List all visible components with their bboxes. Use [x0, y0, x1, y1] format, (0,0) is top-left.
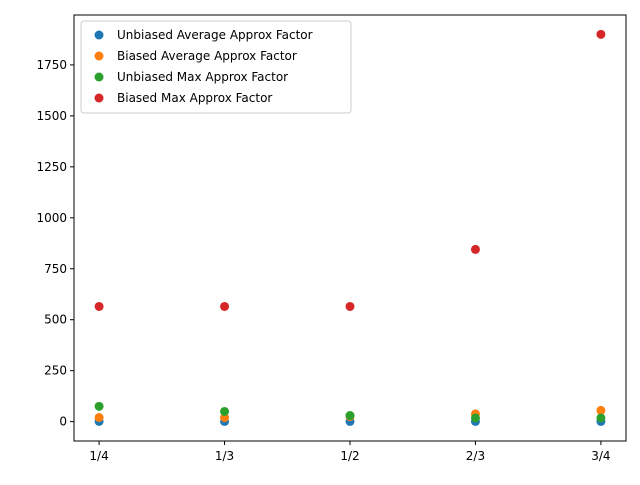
x-axis: 1/4 1/3 1/2 2/3 3/4: [89, 441, 611, 463]
y-tick-label: 0: [59, 415, 67, 429]
legend-marker: [94, 51, 104, 61]
legend-label: Biased Max Approx Factor: [117, 91, 272, 105]
data-point: [94, 413, 104, 423]
data-point: [596, 405, 606, 415]
y-tick-label: 1250: [36, 160, 67, 174]
legend: Unbiased Average Approx Factor Biased Ave…: [80, 20, 352, 114]
data-point: [596, 29, 606, 39]
marks-layer: [94, 29, 606, 426]
legend-box: [80, 20, 352, 114]
x-tick-label: 1/3: [215, 449, 234, 463]
legend-marker: [94, 30, 104, 40]
data-point: [94, 301, 104, 311]
y-tick-label: 1750: [36, 58, 67, 72]
y-tick-label: 1500: [36, 109, 67, 123]
y-tick-label: 750: [44, 262, 67, 276]
y-axis: 0 250 500 750 1000 1250 1500 1750: [36, 58, 74, 429]
legend-label: Unbiased Max Approx Factor: [117, 70, 288, 84]
data-point: [345, 411, 355, 421]
legend-label: Unbiased Average Approx Factor: [117, 28, 313, 42]
data-point: [470, 244, 480, 254]
y-tick-label: 500: [44, 313, 67, 327]
legend-marker: [94, 72, 104, 82]
data-point: [220, 406, 230, 416]
x-tick-label: 1/4: [89, 449, 108, 463]
x-tick-label: 1/2: [340, 449, 359, 463]
x-tick-label: 3/4: [591, 449, 610, 463]
y-tick-label: 250: [44, 364, 67, 378]
data-point: [345, 301, 355, 311]
data-point: [596, 413, 606, 423]
data-point: [94, 401, 104, 411]
x-tick-label: 2/3: [466, 449, 485, 463]
data-point: [470, 413, 480, 423]
legend-label: Biased Average Approx Factor: [117, 49, 297, 63]
data-point: [220, 301, 230, 311]
y-tick-label: 1000: [36, 211, 67, 225]
legend-marker: [94, 93, 104, 103]
